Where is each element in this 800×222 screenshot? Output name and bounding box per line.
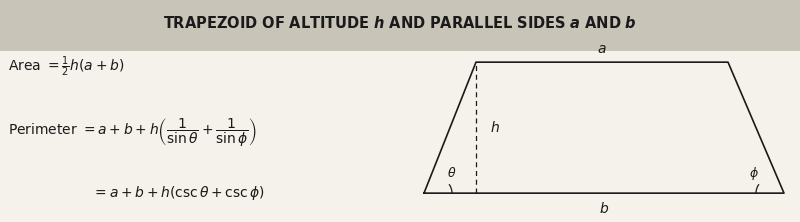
Text: Perimeter $= a + b + h\left(\dfrac{1}{\sin\theta} + \dfrac{1}{\sin\phi}\right)$: Perimeter $= a + b + h\left(\dfrac{1}{\s… (8, 117, 257, 149)
Text: Area $= \frac{1}{2}h(a+b)$: Area $= \frac{1}{2}h(a+b)$ (8, 54, 124, 79)
Text: $\theta$: $\theta$ (447, 166, 457, 180)
Text: $b$: $b$ (599, 201, 609, 216)
Text: $\mathbf{TRAPEZOID\ OF\ ALTITUDE}\ \boldsymbol{h}\ \mathbf{AND\ PARALLEL\ SIDES}: $\mathbf{TRAPEZOID\ OF\ ALTITUDE}\ \bold… (163, 15, 637, 31)
Text: $= a + b + h(\csc\theta + \csc\phi)$: $= a + b + h(\csc\theta + \csc\phi)$ (92, 184, 265, 202)
Text: $a$: $a$ (598, 42, 606, 56)
Text: $h$: $h$ (490, 120, 500, 135)
Text: $\phi$: $\phi$ (750, 165, 759, 182)
FancyBboxPatch shape (0, 0, 800, 51)
